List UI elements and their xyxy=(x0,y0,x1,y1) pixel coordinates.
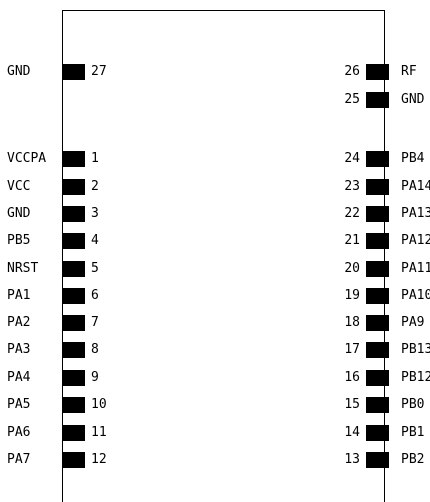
pin-name-right-17: PB13 xyxy=(401,342,430,357)
pad-right-14 xyxy=(366,425,389,441)
pad-right-13 xyxy=(366,452,389,468)
pin-number-right-16: 16 xyxy=(344,370,360,385)
pin-name-right-15: PB0 xyxy=(401,397,425,412)
pin-number-right-14: 14 xyxy=(344,425,360,440)
pin-name-right-19: PA10 xyxy=(401,288,430,303)
pin-number-right-17: 17 xyxy=(344,342,360,357)
pad-left-7 xyxy=(62,315,85,331)
pad-right-23 xyxy=(366,179,389,195)
pin-name-left-9: PA4 xyxy=(7,370,31,385)
pad-left-5 xyxy=(62,261,85,277)
pad-left-4 xyxy=(62,233,85,249)
pin-number-left-5: 5 xyxy=(91,261,99,276)
pin-name-left-27: GND xyxy=(7,64,31,79)
pin-number-left-10: 10 xyxy=(91,397,107,412)
pad-right-22 xyxy=(366,206,389,222)
pin-number-left-9: 9 xyxy=(91,370,99,385)
pad-left-10 xyxy=(62,397,85,413)
pin-name-right-20: PA11 xyxy=(401,261,430,276)
pin-number-left-2: 2 xyxy=(91,179,99,194)
pin-name-right-14: PB1 xyxy=(401,425,425,440)
pin-number-right-24: 24 xyxy=(344,151,360,166)
pin-name-right-26: RF xyxy=(401,64,417,79)
pin-name-right-24: PB4 xyxy=(401,151,425,166)
pad-right-25 xyxy=(366,92,389,108)
pin-name-left-3: GND xyxy=(7,206,31,221)
pad-right-16 xyxy=(366,370,389,386)
pin-number-left-6: 6 xyxy=(91,288,99,303)
pad-left-6 xyxy=(62,288,85,304)
pad-right-26 xyxy=(366,64,389,80)
pin-name-left-7: PA2 xyxy=(7,315,31,330)
pin-name-left-2: VCC xyxy=(7,179,31,194)
pin-number-right-22: 22 xyxy=(344,206,360,221)
pin-name-right-13: PB2 xyxy=(401,452,425,467)
pin-name-right-18: PA9 xyxy=(401,315,425,330)
pin-name-right-23: PA14 xyxy=(401,179,430,194)
pad-right-24 xyxy=(366,151,389,167)
module-outline xyxy=(62,10,385,502)
pin-number-right-23: 23 xyxy=(344,179,360,194)
pad-left-11 xyxy=(62,425,85,441)
pin-number-left-1: 1 xyxy=(91,151,99,166)
pin-number-left-7: 7 xyxy=(91,315,99,330)
pin-name-right-25: GND xyxy=(401,92,425,107)
pad-right-20 xyxy=(366,261,389,277)
pin-name-left-5: NRST xyxy=(7,261,39,276)
pin-name-right-22: PA13 xyxy=(401,206,430,221)
pin-number-right-26: 26 xyxy=(344,64,360,79)
pin-name-left-4: PB5 xyxy=(7,233,31,248)
pin-name-right-16: PB12 xyxy=(401,370,430,385)
pin-name-left-12: PA7 xyxy=(7,452,31,467)
pad-right-18 xyxy=(366,315,389,331)
pad-right-17 xyxy=(366,342,389,358)
pin-name-left-10: PA5 xyxy=(7,397,31,412)
pad-left-9 xyxy=(62,370,85,386)
pad-right-15 xyxy=(366,397,389,413)
pin-number-right-20: 20 xyxy=(344,261,360,276)
pad-left-12 xyxy=(62,452,85,468)
pad-left-27 xyxy=(62,64,85,80)
pad-left-1 xyxy=(62,151,85,167)
pin-name-left-11: PA6 xyxy=(7,425,31,440)
pin-number-right-19: 19 xyxy=(344,288,360,303)
pin-number-right-15: 15 xyxy=(344,397,360,412)
pin-number-right-21: 21 xyxy=(344,233,360,248)
pad-left-3 xyxy=(62,206,85,222)
pin-number-right-25: 25 xyxy=(344,92,360,107)
pin-number-left-11: 11 xyxy=(91,425,107,440)
pad-right-21 xyxy=(366,233,389,249)
pad-left-8 xyxy=(62,342,85,358)
pin-number-right-13: 13 xyxy=(344,452,360,467)
pin-number-left-3: 3 xyxy=(91,206,99,221)
pad-left-2 xyxy=(62,179,85,195)
pin-number-left-27: 27 xyxy=(91,64,107,79)
pin-number-left-4: 4 xyxy=(91,233,99,248)
pin-number-left-8: 8 xyxy=(91,342,99,357)
pad-right-19 xyxy=(366,288,389,304)
pin-name-left-8: PA3 xyxy=(7,342,31,357)
pin-name-right-21: PA12 xyxy=(401,233,430,248)
pin-name-left-1: VCCPA xyxy=(7,151,47,166)
pin-name-left-6: PA1 xyxy=(7,288,31,303)
pin-number-left-12: 12 xyxy=(91,452,107,467)
pin-number-right-18: 18 xyxy=(344,315,360,330)
